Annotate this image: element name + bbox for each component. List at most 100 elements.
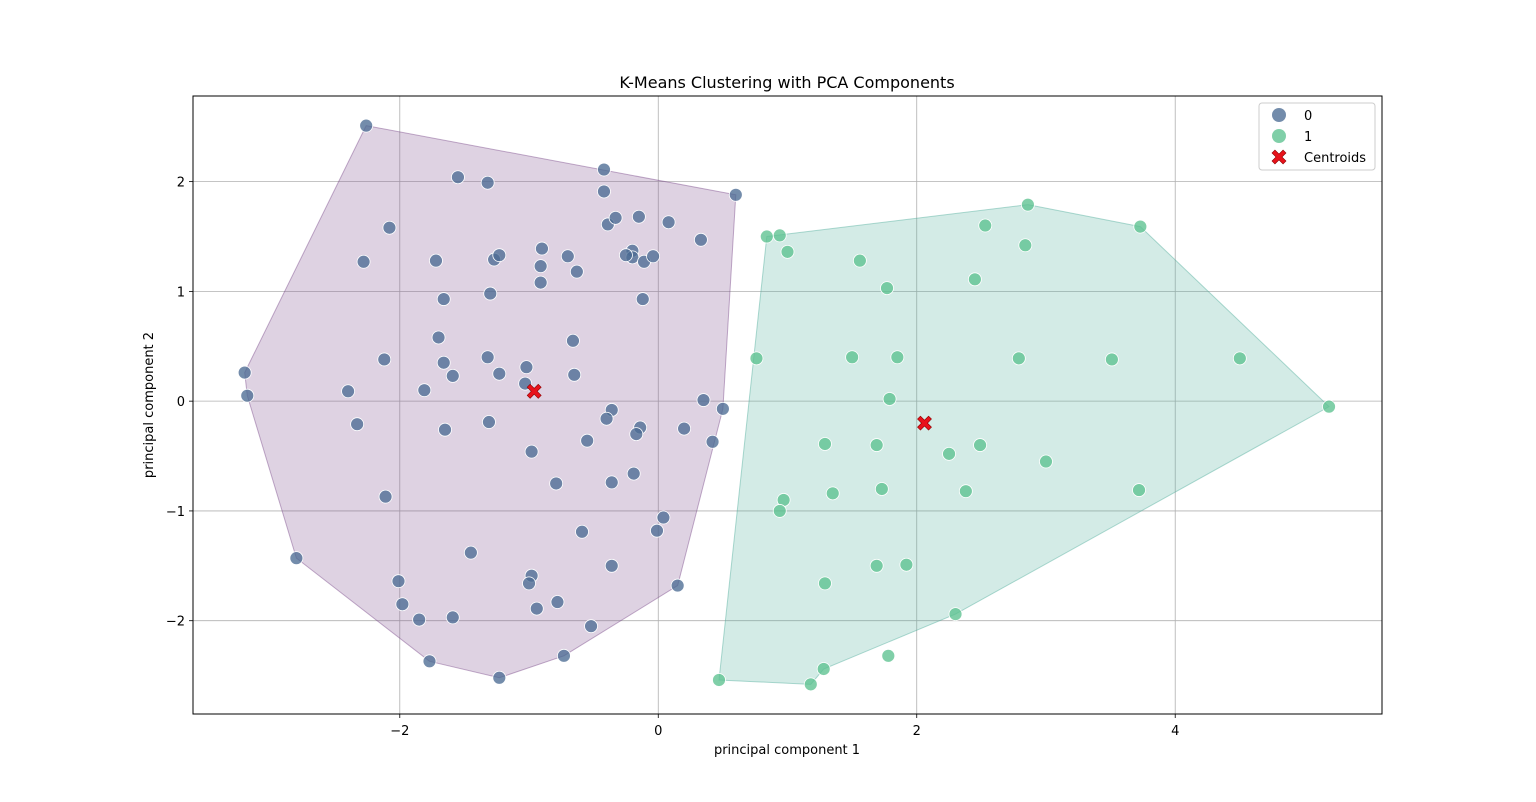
data-point-cluster-0 — [519, 360, 534, 375]
x-tick-label: 4 — [1171, 724, 1179, 739]
data-point-cluster-0 — [626, 466, 641, 481]
data-point-cluster-1 — [967, 272, 982, 287]
data-point-cluster-0 — [619, 248, 633, 263]
data-point-cluster-0 — [356, 254, 371, 269]
data-point-cluster-1 — [845, 350, 860, 365]
data-point-cluster-0 — [463, 545, 478, 560]
data-point-cluster-0 — [412, 612, 427, 627]
data-point-cluster-0 — [445, 610, 460, 625]
data-point-cluster-0 — [608, 210, 623, 225]
data-point-cluster-1 — [816, 662, 831, 676]
data-point-cluster-1 — [1132, 483, 1146, 497]
data-point-cluster-1 — [869, 558, 884, 573]
data-point-cluster-0 — [480, 350, 495, 365]
legend-marker-cluster-1 — [1272, 129, 1286, 143]
data-point-cluster-1 — [818, 576, 832, 591]
data-point-cluster-0 — [492, 366, 507, 381]
data-point-cluster-1 — [882, 392, 897, 406]
data-point-cluster-1 — [881, 648, 896, 663]
data-point-cluster-0 — [482, 415, 496, 429]
data-point-cluster-0 — [677, 421, 692, 436]
data-point-cluster-1 — [1020, 197, 1035, 212]
data-point-cluster-0 — [240, 388, 255, 403]
x-tick-label: 2 — [913, 724, 921, 739]
data-point-cluster-0 — [522, 576, 536, 591]
centroid-markers — [526, 383, 932, 431]
data-point-cluster-1 — [772, 228, 787, 243]
data-point-cluster-0 — [529, 601, 544, 616]
data-point-cluster-1 — [818, 437, 832, 451]
data-point-cluster-0 — [480, 175, 495, 190]
legend-box — [1258, 102, 1376, 171]
data-point-cluster-0 — [670, 578, 685, 593]
data-point-cluster-1 — [869, 438, 884, 452]
data-point-cluster-1 — [1133, 219, 1148, 234]
data-point-cluster-0 — [560, 249, 575, 264]
y-axis-label: principal component 2 — [142, 332, 157, 478]
data-point-cluster-0 — [431, 330, 446, 345]
plot-background — [193, 96, 1382, 714]
data-point-cluster-0 — [604, 558, 619, 573]
data-point-cluster-1 — [759, 229, 774, 244]
data-point-cluster-0 — [597, 184, 611, 199]
data-point-cluster-0 — [422, 654, 437, 669]
scatter-points — [237, 118, 1336, 692]
data-point-cluster-0 — [378, 489, 393, 504]
data-point-cluster-0 — [631, 209, 646, 224]
data-point-cluster-1 — [899, 557, 914, 572]
data-point-cluster-0 — [635, 292, 650, 306]
data-point-cluster-0 — [377, 352, 392, 367]
data-point-cluster-1 — [1039, 454, 1053, 469]
data-point-cluster-0 — [533, 275, 548, 290]
data-point-cluster-1 — [958, 484, 973, 499]
data-point-cluster-0 — [597, 162, 611, 177]
data-point-cluster-0 — [451, 170, 465, 185]
data-point-cluster-0 — [237, 365, 252, 380]
data-point-cluster-1 — [712, 673, 726, 687]
data-point-cluster-0 — [566, 333, 580, 348]
chart-title: K-Means Clustering with PCA Components — [619, 73, 954, 92]
data-point-cluster-1 — [880, 281, 894, 295]
legend: 0 1 Centroids — [1258, 102, 1376, 171]
data-point-cluster-0 — [438, 422, 452, 437]
data-point-cluster-0 — [705, 434, 720, 449]
centroid-marker — [526, 383, 542, 399]
data-point-cluster-0 — [391, 574, 406, 589]
data-point-cluster-0 — [604, 475, 619, 490]
data-point-cluster-0 — [436, 355, 451, 370]
data-point-cluster-1 — [942, 446, 956, 461]
data-point-cluster-0 — [567, 367, 582, 382]
data-point-cluster-1 — [948, 607, 963, 622]
centroid-marker — [917, 415, 932, 431]
plot-area — [192, 95, 1383, 715]
data-point-cluster-1 — [1104, 352, 1119, 367]
data-point-cluster-1 — [978, 218, 993, 233]
legend-marker-cluster-0 — [1272, 108, 1286, 122]
x-tick-label: 0 — [654, 724, 662, 739]
data-point-cluster-1 — [852, 253, 867, 268]
y-tick-label: 1 — [177, 285, 185, 300]
data-point-cluster-0 — [535, 241, 549, 256]
y-tick-label: −1 — [166, 505, 185, 520]
data-point-cluster-1 — [749, 351, 764, 366]
data-point-cluster-0 — [483, 286, 498, 301]
data-point-cluster-1 — [1232, 351, 1247, 366]
data-point-cluster-0 — [429, 253, 443, 268]
data-point-cluster-0 — [694, 232, 708, 247]
data-point-cluster-0 — [584, 619, 598, 634]
x-axis-label: principal component 1 — [714, 743, 860, 758]
data-point-cluster-1 — [1011, 351, 1026, 366]
data-point-cluster-1 — [780, 244, 795, 259]
data-point-cluster-0 — [646, 249, 660, 264]
data-point-cluster-0 — [696, 393, 711, 407]
plot-frame — [192, 95, 1383, 715]
data-point-cluster-0 — [629, 427, 644, 441]
data-point-cluster-0 — [289, 551, 304, 566]
data-point-cluster-1 — [803, 677, 818, 692]
y-tick-label: −2 — [166, 615, 185, 630]
y-tick-label: 2 — [177, 176, 185, 191]
data-point-cluster-0 — [492, 670, 507, 685]
y-axis-ticks: −2 −1 0 1 2 — [166, 176, 193, 630]
data-point-cluster-0 — [395, 597, 410, 612]
